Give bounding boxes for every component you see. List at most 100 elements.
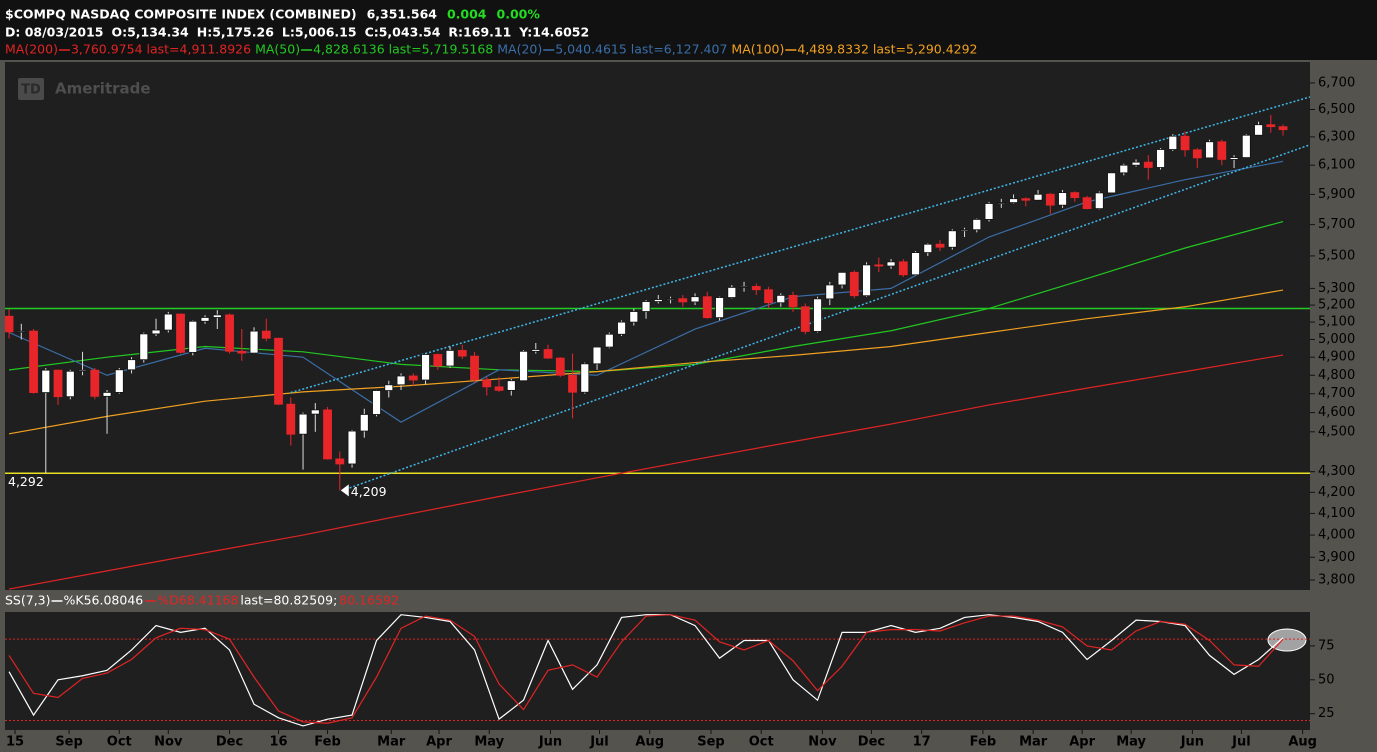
candle-body	[960, 229, 969, 232]
candle-body	[445, 350, 455, 367]
candle-body	[90, 369, 100, 397]
y-tick-label: 6,700	[1318, 75, 1355, 90]
candle-body	[261, 330, 271, 339]
candle-body	[53, 369, 63, 398]
x-tick-label: Mar	[1019, 735, 1048, 750]
candle-body	[237, 350, 247, 354]
stoch-line	[8, 614, 1284, 724]
x-tick-label: Apr	[1069, 735, 1095, 750]
watermark-logo-box	[18, 78, 44, 100]
candle-body	[911, 252, 920, 276]
candle-body	[1070, 192, 1080, 199]
candle-body	[421, 354, 430, 381]
candle-body	[568, 374, 577, 393]
candle-body	[825, 284, 835, 300]
x-tick-label: 16	[269, 735, 287, 750]
x-tick-label: 15	[6, 735, 24, 750]
x-tick-label: Dec	[858, 735, 885, 750]
low-label: 4,209	[351, 484, 387, 499]
candle-body	[286, 403, 296, 435]
legend-name: MA(100)	[731, 42, 784, 57]
candle-body	[41, 369, 51, 393]
candle-body	[604, 333, 614, 348]
candle-body	[1094, 192, 1104, 210]
candle-body	[1143, 161, 1153, 168]
candle-body	[1156, 149, 1165, 168]
candle-body	[65, 370, 75, 398]
candle-body	[102, 392, 112, 397]
info-field: R:169.11	[448, 25, 511, 40]
highlight-ellipse	[1267, 628, 1307, 652]
y-tick-label: 3,900	[1318, 550, 1355, 565]
candle-body	[16, 330, 26, 333]
candle-body	[776, 294, 786, 304]
y-tick-label: 50	[1318, 672, 1335, 687]
y-tick-label: 5,300	[1318, 281, 1355, 296]
candle-body	[519, 350, 528, 382]
candle-body	[1045, 193, 1055, 206]
candle-body	[1180, 135, 1190, 151]
candle-body	[837, 271, 847, 286]
y-tick-label: 4,500	[1318, 424, 1355, 439]
legend-name: MA(20)	[497, 42, 542, 57]
y-tick-label: 5,100	[1318, 315, 1355, 330]
candle-body	[506, 380, 516, 391]
y-tick-label: 4,000	[1318, 528, 1355, 543]
legend-value: 68.41168	[179, 593, 239, 608]
x-tick-label: May	[474, 735, 504, 750]
change-pct: 0.00%	[497, 7, 541, 22]
candle-body	[1107, 172, 1116, 194]
candle-body	[886, 261, 896, 267]
candle-body	[898, 261, 908, 276]
moving-average	[8, 160, 1284, 423]
candle-body	[666, 298, 675, 301]
candle-body	[1254, 124, 1263, 136]
legend-value: 56.08046	[84, 593, 144, 608]
chart-title: $COMPQ NASDAQ COMPOSITE INDEX (COMBINED)	[5, 7, 357, 22]
x-tick-label: Jun	[538, 735, 562, 750]
channel-line	[349, 144, 1310, 489]
candle-body	[249, 330, 259, 354]
y-tick-label: 3,800	[1318, 573, 1355, 588]
legend-value: 4,489.8332 last=5,290.4292	[797, 42, 977, 57]
x-tick-label: Jul	[1231, 735, 1251, 750]
candle-body	[212, 314, 222, 318]
candle-body	[225, 314, 234, 352]
candle-body	[653, 299, 663, 302]
candle-body	[788, 294, 798, 308]
legend-name: %K	[64, 593, 85, 608]
legend-value: 3,760.9754 last=4,911.8926	[71, 42, 251, 57]
candle-body	[862, 264, 871, 297]
candle-body	[335, 458, 345, 465]
stoch-last: last=80.82509;	[240, 593, 337, 608]
candle-body	[874, 264, 884, 267]
candle-body	[139, 333, 149, 361]
legend-name: MA(50)	[255, 42, 300, 57]
x-tick-label: Nov	[808, 735, 837, 750]
info-field: L:5,006.15	[282, 25, 357, 40]
candle-body	[482, 379, 492, 388]
x-tick-label: Apr	[426, 735, 452, 750]
y-tick-label: 5,200	[1318, 298, 1355, 313]
candle-body	[1021, 198, 1031, 201]
change: 0.004	[447, 7, 487, 22]
candle-body	[372, 390, 381, 415]
candle-body	[151, 329, 161, 335]
candle-body	[555, 357, 565, 376]
y-tick-label: 5,700	[1318, 217, 1355, 232]
candle-body	[1119, 164, 1129, 174]
candle-body	[813, 298, 822, 332]
candle-body	[1241, 134, 1251, 158]
header-band	[0, 0, 1377, 60]
candle-body	[78, 369, 87, 372]
x-tick-label: Oct	[749, 735, 774, 750]
stoch-panel	[5, 612, 1310, 730]
moving-average	[8, 220, 1284, 373]
y-tick-label: 4,100	[1318, 506, 1355, 521]
candle-body	[494, 386, 504, 391]
x-tick-label: Feb	[970, 735, 996, 750]
candle-body	[1168, 135, 1178, 150]
candle-body	[1266, 124, 1276, 128]
